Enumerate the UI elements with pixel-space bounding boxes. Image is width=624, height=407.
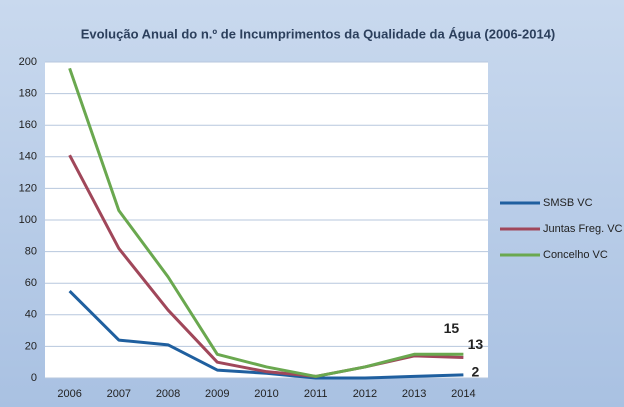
y-tick-label: 40 [25, 309, 37, 321]
data-label: 13 [468, 336, 484, 352]
y-tick-label: 80 [25, 246, 37, 258]
y-tick-label: 100 [19, 214, 37, 226]
y-tick-label: 200 [19, 56, 37, 68]
legend-label: Concelho VC [543, 249, 608, 261]
y-tick-label: 0 [31, 372, 37, 384]
y-tick-label: 120 [19, 182, 37, 194]
y-tick-label: 60 [25, 277, 37, 289]
x-tick-label: 2014 [451, 388, 475, 400]
x-tick-label: 2008 [156, 388, 180, 400]
y-tick-label: 160 [19, 119, 37, 131]
y-tick-label: 20 [25, 340, 37, 352]
x-tick-label: 2006 [57, 388, 81, 400]
x-tick-label: 2013 [402, 388, 426, 400]
data-label: 2 [471, 364, 479, 380]
series-line [68, 67, 464, 378]
x-tick-label: 2009 [205, 388, 229, 400]
x-tick-label: 2010 [254, 388, 278, 400]
x-tick-label: 2007 [107, 388, 131, 400]
legend-label: SMSB VC [543, 197, 593, 209]
y-tick-label: 140 [19, 151, 37, 163]
legend-label: Juntas Freg. VC [543, 223, 623, 235]
y-tick-label: 180 [19, 88, 37, 100]
x-tick-label: 2012 [353, 388, 377, 400]
chart-title: Evolução Anual do n.º de Incumprimentos … [81, 26, 556, 41]
data-label: 15 [444, 320, 460, 336]
x-tick-label: 2011 [304, 388, 328, 400]
series-line [68, 290, 464, 380]
